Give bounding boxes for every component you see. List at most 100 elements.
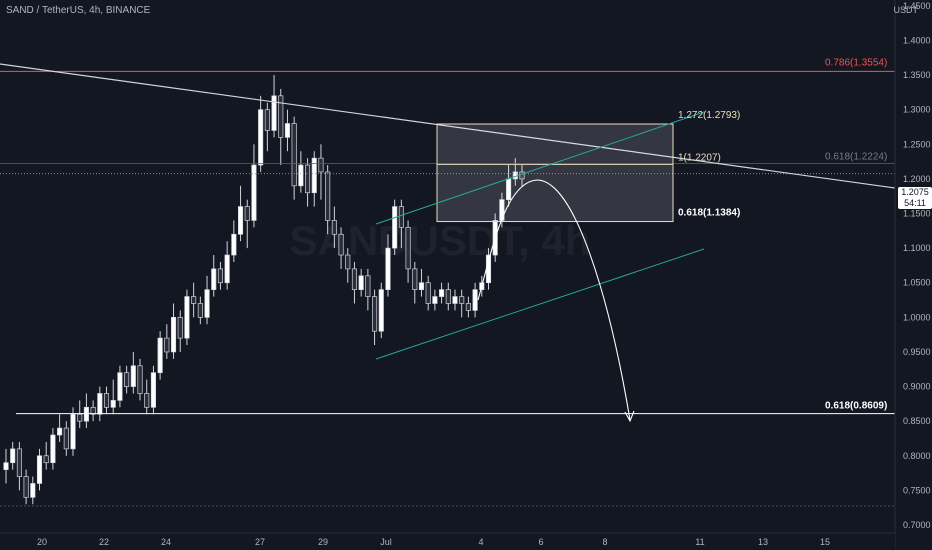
candle-body [439,289,445,297]
candle-body [305,164,311,194]
candle-body [90,406,96,415]
candle [211,255,217,297]
y-tick-label: 0.7500 [903,485,931,495]
x-tick-label: 22 [99,537,109,547]
candle [124,365,130,394]
x-tick-label: 15 [820,537,830,547]
candle [405,220,411,283]
y-tick-label: 1.4000 [903,35,931,45]
candle [217,261,223,290]
candle-body [459,296,465,304]
candle [432,289,438,311]
x-tick-label: 20 [37,537,47,547]
candle-body [418,282,425,290]
candle-body [3,462,9,470]
candle [278,88,284,166]
candle [137,358,143,401]
candle [30,476,36,505]
current-price-tag: 1.2075 54:11 [898,187,932,209]
y-tick-label: 1.1000 [903,243,931,253]
candle [425,275,431,311]
candle-body [244,206,250,221]
candle-body [30,483,36,498]
price-axis[interactable]: 1.4500 1.4000 1.3500 1.3000 1.2500 1.2000 1.15… [894,0,932,550]
price-axis-bg [895,0,932,550]
candle-body [351,268,358,290]
candle [418,268,425,297]
candle-body [251,164,257,221]
candle [439,282,445,304]
candle [237,185,244,242]
candle [177,310,183,352]
candle [110,379,116,415]
candle-body [392,206,398,249]
y-tick-label: 0.8500 [903,416,931,426]
time-axis[interactable]: 20 22 24 27 29 Jul 4 6 8 11 13 15 [0,532,895,550]
candle [351,261,358,304]
candle [170,303,177,359]
x-tick-label: 27 [255,537,265,547]
candle [43,441,49,470]
x-tick-label: 4 [478,537,483,547]
candle [150,365,156,415]
y-tick-label: 0.8000 [903,451,931,461]
candle [298,151,304,193]
candle-body [519,171,525,180]
candle-body [70,413,76,450]
candle [445,282,451,311]
candle-body [177,316,183,339]
candle [10,441,16,470]
candle [57,414,63,442]
candle [224,241,230,290]
candle-body [217,268,223,284]
candle [452,289,458,311]
candle [271,75,277,138]
candle-body [284,123,291,138]
drawing-overlays [0,63,896,423]
fib-level-label: 0.618(1.1384) [678,208,740,219]
y-tick-label: 1.4500 [903,1,931,11]
candle-body [472,289,478,311]
fib-level-labels: 0.786(1.3554) 1.272(1.2793) 0.618(1.2224) 1… [678,57,887,411]
candle-body [432,296,438,304]
candle [77,400,83,429]
projection-path [477,179,631,421]
candle [231,220,237,262]
candle [144,379,150,415]
price-unit-label: USDT [893,5,919,15]
candle-body [191,296,197,304]
candle [63,421,69,456]
candle-body [211,268,217,290]
candle [184,289,190,346]
candle-body [398,206,404,228]
projection-arrowhead [624,410,635,423]
chart-title: SAND / TetherUS, 4h, BINANCE [6,5,151,16]
fib-level-label: 0.786(1.3554) [825,57,887,68]
y-tick-label: 1.2500 [903,139,931,149]
bar-countdown: 54:11 [904,198,926,208]
candle-body [231,233,237,256]
candle [325,165,331,235]
candle [117,365,123,408]
channel-upper-line [375,111,705,225]
candle [311,151,317,207]
candle-body [237,206,244,235]
candle-body [110,400,116,408]
candle [90,400,96,422]
candle [16,441,22,491]
candle [264,102,270,152]
candle-body [184,296,190,339]
candle-body [278,95,284,138]
candle-body [405,227,411,270]
candlestick-series [3,75,525,505]
candle-body [103,393,110,408]
candle-body [224,254,230,284]
candle [284,109,291,152]
candle-body [331,220,337,235]
candle-body [385,247,391,290]
candle [331,206,337,249]
y-tick-label: 1.3000 [903,105,931,115]
candle [345,248,351,283]
candle [338,227,344,269]
